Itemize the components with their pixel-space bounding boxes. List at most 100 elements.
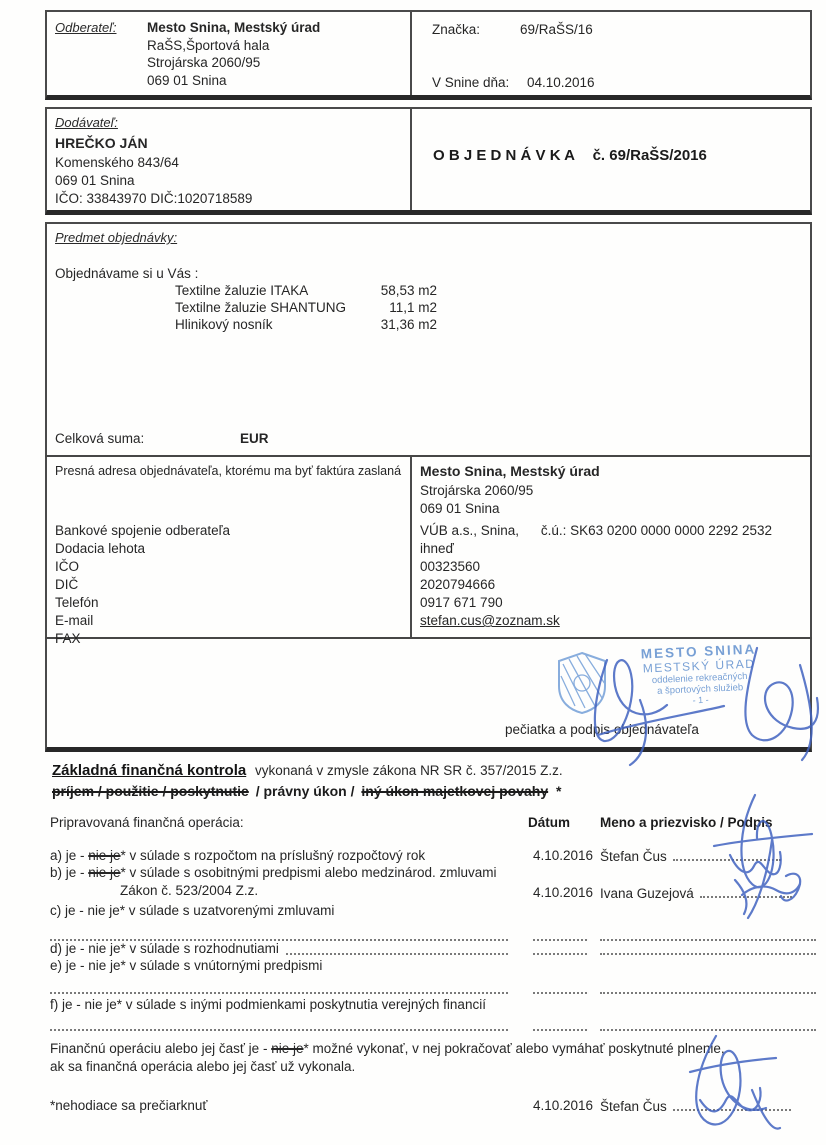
control-title: Základná finančná kontrola [52, 762, 247, 779]
bank-value: VÚB a.s., Snina, č.ú.: SK63 0200 0000 00… [420, 523, 772, 538]
dotted-line [286, 953, 508, 955]
buyer-addr-line: RaŠS,Športová hala [147, 38, 270, 53]
types-mid: / právny úkon / [255, 783, 355, 799]
final-name: Štefan Čus [600, 1099, 667, 1114]
row-b-name: Ivana Guzejová [600, 886, 694, 901]
control-types-line: príjem / použitie / poskytnutie / právny… [52, 783, 561, 799]
supplier-addr-line: Komenského 843/64 [55, 155, 179, 170]
dotted-line [533, 992, 587, 994]
control-title-rest: vykonaná v zmysle zákona NR SR č. 357/20… [254, 763, 563, 778]
bank-label: Bankové spojenie odberateľa [55, 523, 231, 538]
final-date: 4.10.2016 [533, 1098, 594, 1113]
dic-label: DIČ [55, 577, 79, 592]
dotted-line [50, 939, 508, 941]
email-label: E-mail [55, 613, 94, 628]
supplier-box: Dodávateľ: HREČKO JÁN Komenského 843/64 … [45, 107, 812, 215]
total-currency: EUR [240, 431, 269, 446]
supplier-label: Dodávateľ: [55, 115, 118, 130]
types-struck: iný úkon majetkovej povahy [361, 783, 549, 799]
dic-value: 2020794666 [420, 577, 496, 592]
row-a-struck: nie je [88, 848, 121, 863]
row-b-post: * v súlade s osobitnými predpismi alebo … [120, 865, 497, 880]
row-a-post: * v súlade s rozpočtom na príslušný rozp… [120, 848, 426, 863]
order-title: O B J E D N Á V K A č. 69/RaŠS/2016 [433, 147, 707, 164]
phone-label: Telefón [55, 595, 99, 610]
bank-account: č.ú.: SK63 0200 0000 0000 2292 2532 [540, 523, 773, 538]
closing-line-1: Finančnú operáciu alebo jej časť je - ni… [50, 1041, 725, 1056]
dotted-line [533, 1029, 587, 1031]
stamp-shield-icon [558, 651, 606, 715]
row-a-pre: a) je - [50, 848, 89, 863]
dotted-line [533, 953, 587, 955]
control-row-a: a) je - nie je* v súlade s rozpočtom na … [50, 848, 425, 863]
closing-struck: nie je [271, 1041, 304, 1056]
types-struck: príjem / použitie / poskytnutie [52, 783, 249, 799]
ico-label: IČO [55, 559, 80, 574]
item-qty: 11,1 m2 [389, 300, 437, 315]
item-name: Textilne žaluzie ITAKA [175, 283, 309, 298]
buyer-box: Odberateľ: Mesto Snina, Mestský úrad RaŠ… [45, 10, 812, 100]
dotted-line [600, 953, 816, 955]
buyer-name: Mesto Snina, Mestský úrad [147, 20, 321, 35]
reference-value: 69/RaŠS/16 [520, 22, 593, 37]
operation-label: Pripravovaná finančná operácia: [50, 815, 244, 830]
phone-value: 0917 671 790 [420, 595, 503, 610]
email-value: stefan.cus@zoznam.sk [420, 613, 560, 628]
supplier-ids: IČO: 33843970 DIČ:1020718589 [55, 191, 253, 206]
delivery-label: Dodacia lehota [55, 541, 146, 556]
final-signature-stroke [688, 1056, 778, 1074]
signature-dotted-line [699, 885, 792, 898]
dotted-line [50, 992, 508, 994]
invoice-table: Presná adresa objednávateľa, ktorému ma … [45, 455, 812, 646]
order-intro: Objednávame si u Vás : [55, 266, 199, 281]
item-name: Hlinikový nosník [175, 317, 273, 332]
dotted-line [600, 1029, 816, 1031]
buyer-addr-line: 069 01 Snina [147, 73, 227, 88]
row-a-signature-stroke [740, 793, 775, 889]
delivery-value: ihneď [420, 541, 454, 556]
invoice-addr-line: Strojárska 2060/95 [420, 483, 534, 498]
column-divider [410, 12, 412, 95]
row-a-date: 4.10.2016 [533, 848, 594, 863]
control-row-d: d) je - nie je* v súlade s rozhodnutiami [50, 941, 279, 956]
control-heading: Základná finančná kontrola vykonaná v zm… [52, 762, 563, 779]
dotted-line [533, 939, 587, 941]
control-row-e: e) je - nie je* v súlade s vnútornými pr… [50, 958, 323, 973]
fax-label: FAX [55, 631, 81, 646]
col-name-header: Meno a priezvisko / Podpis [600, 815, 773, 830]
dotted-line [50, 1029, 508, 1031]
closing-post: * možné vykonať, v nej pokračovať alebo … [303, 1041, 725, 1056]
col-date-header: Dátum [528, 815, 571, 830]
supplier-addr-line: 069 01 Snina [55, 173, 135, 188]
row-b-law: Zákon č. 523/2004 Z.z. [120, 883, 259, 898]
place-date-value: 04.10.2016 [527, 75, 595, 90]
control-row-c: c) je - nie je* v súlade s uzatvorenými … [50, 903, 335, 918]
row-b-pre: b) je - [50, 865, 89, 880]
row-b-signer: Ivana Guzejová [600, 885, 792, 901]
final-signer: Štefan Čus [600, 1098, 791, 1114]
buyer-addr-line: Strojárska 2060/95 [147, 55, 261, 70]
control-row-f: f) je - nie je* v súlade s inými podmien… [50, 997, 486, 1012]
item-qty: 31,36 m2 [380, 317, 437, 332]
stamp-caption: pečiatka a podpis objednávateľa [505, 722, 699, 737]
stamp-text: MESTO SNINA MESTSKÝ ÚRAD oddelenie rekre… [606, 640, 793, 709]
control-row-b: b) je - nie je* v súlade s osobitnými pr… [50, 865, 496, 880]
dotted-line [600, 992, 816, 994]
invoice-addr-line: 069 01 Snina [420, 501, 500, 516]
buyer-label: Odberateľ: [55, 20, 117, 35]
subject-label: Predmet objednávky: [55, 230, 178, 245]
order-number: č. 69/RaŠS/2016 [592, 147, 707, 164]
closing-line-2: ak sa finančná operácia alebo jej časť u… [50, 1059, 356, 1074]
row-b-date: 4.10.2016 [533, 885, 594, 900]
ico-value: 00323560 [420, 559, 481, 574]
invoice-address-label: Presná adresa objednávateľa, ktorému ma … [55, 464, 402, 478]
item-qty: 58,53 m2 [380, 283, 437, 298]
bank-name: VÚB a.s., Snina, [420, 523, 520, 538]
supplier-name: HREČKO JÁN [55, 135, 148, 151]
signature-dotted-line [672, 848, 781, 861]
total-label: Celková suma: [55, 431, 145, 446]
item-name: Textilne žaluzie SHANTUNG [175, 300, 347, 315]
dotted-line [600, 939, 816, 941]
place-date-label: V Snine dňa: [432, 75, 510, 90]
